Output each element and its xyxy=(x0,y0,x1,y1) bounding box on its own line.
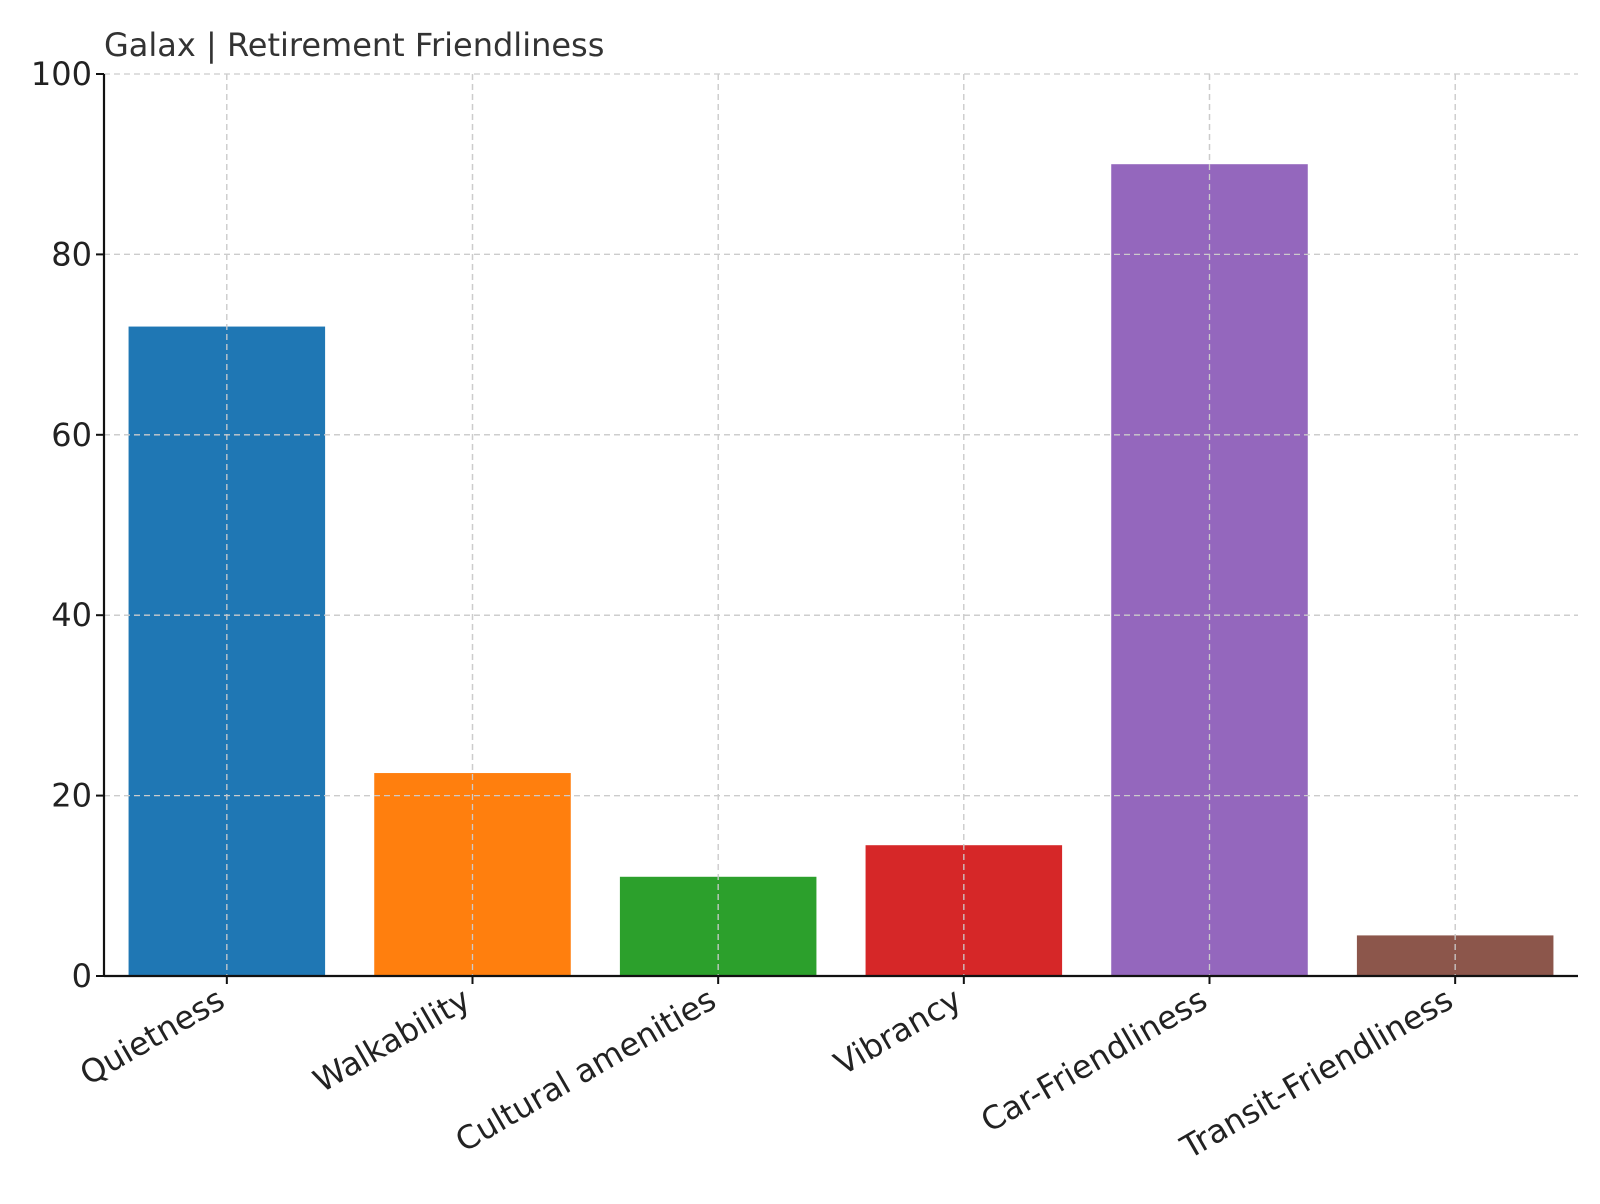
y-tick-label: 0 xyxy=(72,957,92,995)
x-tick-label: Quietness xyxy=(73,980,230,1093)
y-tick-label: 100 xyxy=(31,55,92,93)
y-tick-label: 40 xyxy=(51,596,92,634)
x-tick-label: Vibrancy xyxy=(828,980,968,1083)
x-tick-label: Walkability xyxy=(307,980,477,1100)
y-tick-label: 60 xyxy=(51,416,92,454)
chart-title: Galax | Retirement Friendliness xyxy=(104,26,604,64)
bar-layer xyxy=(104,74,1578,976)
y-tick-label: 20 xyxy=(51,777,92,815)
x-tick-label: Car-Friendliness xyxy=(974,980,1213,1140)
x-tick-label: Transit-Friendliness xyxy=(1173,980,1459,1167)
axis-layer xyxy=(96,73,1578,984)
y-tick-label: 80 xyxy=(51,235,92,273)
x-tick-label: Cultural amenities xyxy=(449,980,722,1160)
